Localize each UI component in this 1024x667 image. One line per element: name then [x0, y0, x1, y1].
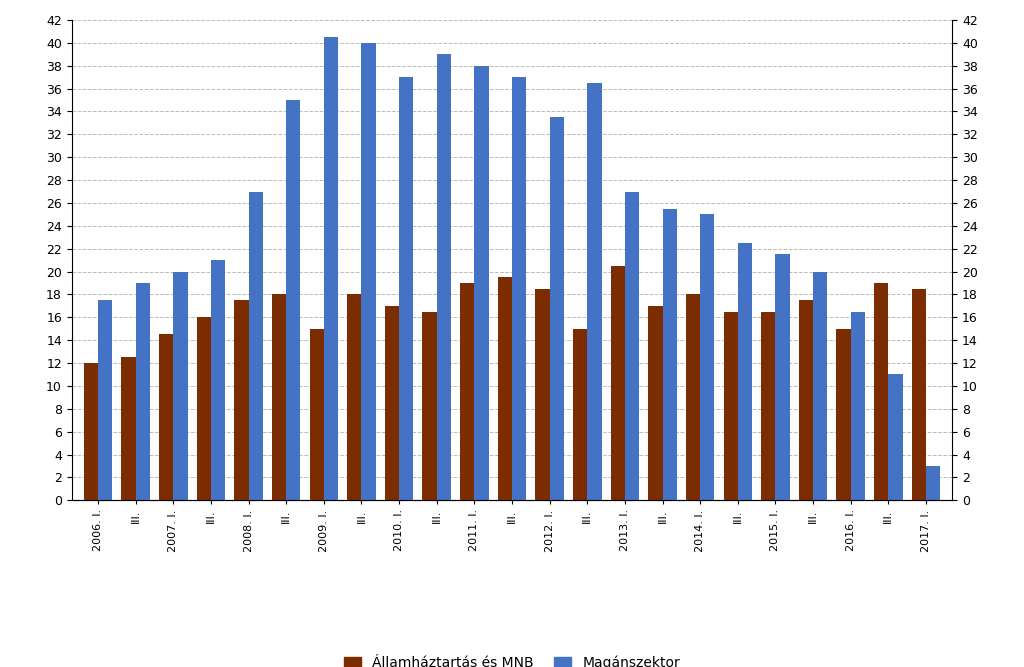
- Bar: [98, 300, 113, 500]
- Bar: [272, 294, 286, 500]
- Bar: [436, 54, 451, 500]
- Bar: [324, 37, 338, 500]
- Bar: [724, 311, 738, 500]
- Bar: [588, 83, 601, 500]
- Bar: [361, 43, 376, 500]
- Bar: [498, 277, 512, 500]
- Bar: [625, 191, 639, 500]
- Bar: [775, 254, 790, 500]
- Bar: [197, 317, 211, 500]
- Bar: [663, 209, 677, 500]
- Bar: [686, 294, 700, 500]
- Bar: [135, 283, 150, 500]
- Bar: [911, 289, 926, 500]
- Bar: [610, 266, 625, 500]
- Bar: [813, 271, 827, 500]
- Bar: [309, 329, 324, 500]
- Bar: [84, 363, 98, 500]
- Bar: [211, 260, 225, 500]
- Bar: [761, 311, 775, 500]
- Legend: Államháztartás és MNB, Magánszektor: Államháztartás és MNB, Magánszektor: [339, 650, 685, 667]
- Bar: [536, 289, 550, 500]
- Bar: [474, 66, 488, 500]
- Bar: [460, 283, 474, 500]
- Bar: [234, 300, 249, 500]
- Bar: [399, 77, 414, 500]
- Bar: [512, 77, 526, 500]
- Bar: [700, 214, 715, 500]
- Bar: [249, 191, 263, 500]
- Bar: [889, 374, 902, 500]
- Bar: [837, 329, 851, 500]
- Bar: [286, 100, 300, 500]
- Bar: [385, 306, 399, 500]
- Bar: [573, 329, 588, 500]
- Bar: [159, 334, 173, 500]
- Bar: [738, 243, 752, 500]
- Bar: [173, 271, 187, 500]
- Bar: [926, 466, 940, 500]
- Bar: [122, 358, 135, 500]
- Bar: [648, 306, 663, 500]
- Bar: [550, 117, 564, 500]
- Bar: [851, 311, 865, 500]
- Bar: [874, 283, 889, 500]
- Bar: [799, 300, 813, 500]
- Bar: [347, 294, 361, 500]
- Bar: [423, 311, 436, 500]
